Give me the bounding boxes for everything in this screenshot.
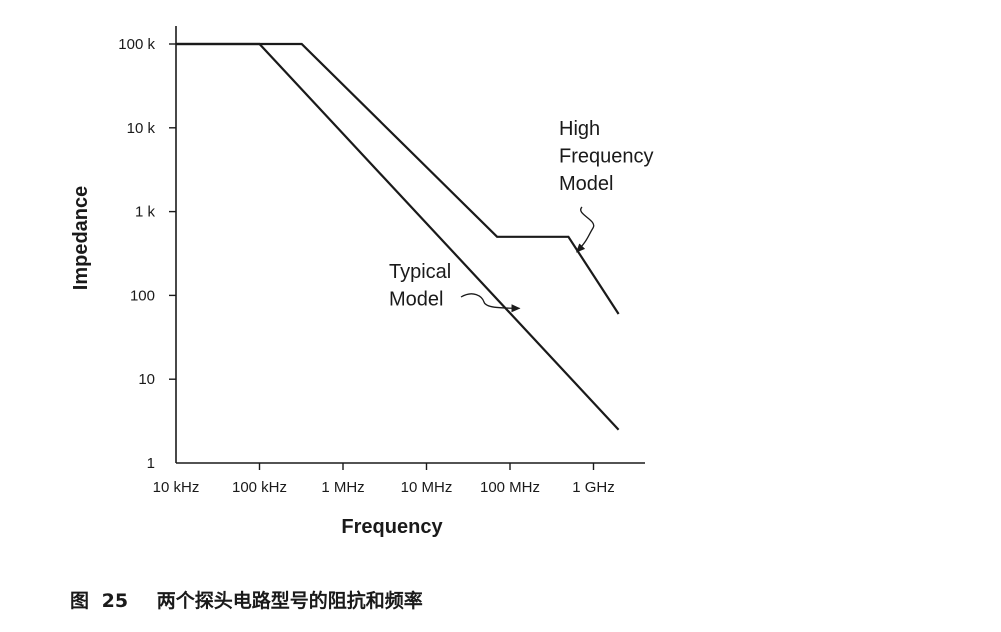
annotation-label-line: Typical <box>389 261 451 283</box>
x-tick-label: 100 kHz <box>232 479 287 496</box>
annotation-label-line: Frequency <box>559 146 654 168</box>
annotation-label-line: Model <box>389 289 443 311</box>
axes: 1 10 100 1 k 10 k 100 k 10 kHz 100 kHz 1 MHz 10 M… <box>118 26 645 496</box>
y-tick-label: 10 <box>138 371 155 388</box>
y-tick-label: 10 k <box>127 120 156 137</box>
annotation-label-line: High <box>559 118 600 140</box>
caption-number: 25 <box>101 590 129 612</box>
annotation-arrow <box>460 293 521 313</box>
figure-caption: 图 25 两个探头电路型号的阻抗和频率 <box>70 586 423 613</box>
caption-label: 图 <box>70 590 90 612</box>
y-tick-label: 1 <box>147 455 155 472</box>
caption-text: 两个探头电路型号的阻抗和频率 <box>156 590 423 612</box>
x-tick-label: 10 MHz <box>401 479 453 496</box>
series-lines <box>176 42 620 431</box>
annotation-label-line: Model <box>559 173 613 195</box>
annotation-arrow <box>576 206 595 253</box>
y-tick-label: 100 <box>130 287 155 304</box>
x-tick-label: 100 MHz <box>480 479 540 496</box>
x-tick-label: 10 kHz <box>153 479 200 496</box>
y-axis-title: Impedance <box>70 186 92 290</box>
x-tick-label: 1 GHz <box>572 479 615 496</box>
x-axis-title: Frequency <box>341 516 443 538</box>
x-tick-label: 1 MHz <box>321 479 364 496</box>
series-line-high-frequency-model <box>176 42 620 315</box>
annotations: High Frequency Model Typical Model <box>389 118 654 313</box>
y-tick-label: 1 k <box>135 204 156 221</box>
y-tick-label: 100 k <box>118 36 155 53</box>
